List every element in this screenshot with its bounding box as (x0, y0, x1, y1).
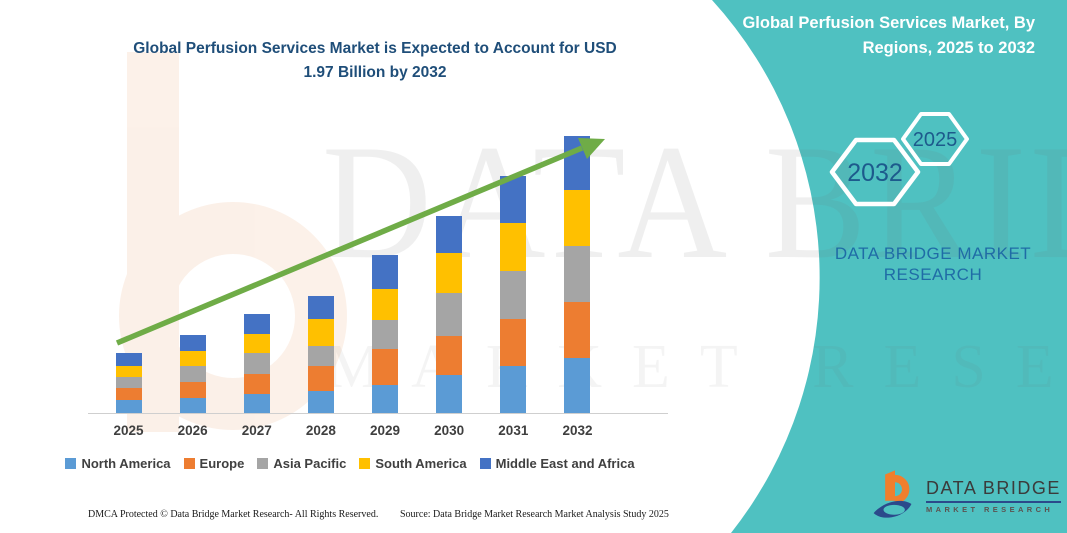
bar-segment-2029-middle-east-and-africa (372, 255, 399, 289)
bar-segment-2032-asia-pacific (564, 246, 591, 302)
bar-segment-2026-north-america (179, 398, 206, 413)
legend-item-south-america: South America (359, 456, 467, 471)
bar-segment-2027-europe (243, 374, 270, 394)
stacked-bar-2025 (115, 353, 142, 413)
bar-segment-2025-south-america (115, 366, 142, 377)
hexagon-2032 (829, 137, 921, 207)
legend-item-asia-pacific: Asia Pacific (257, 456, 346, 471)
dbmr-logo-text: DATA BRIDGE MARKET RESEARCH (926, 466, 1061, 514)
stacked-bar-2026 (179, 335, 206, 413)
dbmr-logo: DATA BRIDGE MARKET RESEARCH (872, 466, 1061, 524)
legend-label: Europe (199, 456, 245, 471)
legend-label: Asia Pacific (273, 456, 347, 471)
bar-segment-2031-asia-pacific (500, 271, 527, 319)
brand-text-line2: RESEARCH (883, 265, 983, 284)
bar-segment-2030-europe (436, 336, 463, 375)
chart-title-line2: 1.97 Billion by 2032 (303, 64, 447, 81)
stacked-bar-2030 (436, 216, 463, 413)
bar-segment-2031-north-america (500, 366, 527, 413)
legend-item-north-america: North America (65, 456, 171, 471)
bar-segment-2025-asia-pacific (115, 377, 142, 388)
bar-segment-2028-europe (307, 366, 334, 391)
bar-segment-2025-north-america (115, 400, 142, 413)
bar-segment-2030-north-america (436, 375, 463, 413)
chart-title: Global Perfusion Services Market is Expe… (92, 37, 658, 85)
legend-swatch-icon (479, 458, 491, 469)
hexagon-2025-label: 2025 (913, 129, 958, 151)
x-axis-label-2032: 2032 (562, 423, 593, 438)
dbmr-logo-name: DATA BRIDGE (926, 478, 1061, 503)
x-axis-label-2030: 2030 (434, 423, 465, 438)
bar-segment-2026-asia-pacific (179, 366, 206, 382)
hexagon-2032-label: 2032 (847, 159, 903, 187)
bar-segment-2031-middle-east-and-africa (500, 176, 527, 223)
bar-segment-2028-south-america (307, 319, 334, 346)
legend-label: North America (81, 456, 171, 471)
footer-source-text: Source: Data Bridge Market Research Mark… (400, 509, 669, 520)
side-panel-brand-text: DATA BRIDGE MARKET RESEARCH (833, 243, 1033, 285)
bar-segment-2030-middle-east-and-africa (436, 216, 463, 253)
bar-segment-2032-north-america (564, 358, 591, 413)
bar-segment-2032-south-america (564, 190, 591, 246)
bar-segment-2026-south-america (179, 351, 206, 366)
bar-segment-2029-south-america (372, 289, 399, 320)
bar-segment-2027-middle-east-and-africa (243, 314, 270, 334)
legend-item-europe: Europe (183, 456, 245, 471)
legend-item-middle-east-and-africa: Middle East and Africa (479, 456, 635, 471)
bar-segment-2032-middle-east-and-africa (564, 136, 591, 190)
chart-title-line1: Global Perfusion Services Market is Expe… (133, 40, 617, 57)
x-axis-label-2029: 2029 (370, 423, 401, 438)
chart-legend: North America Europe Asia Pacific South Ame… (50, 456, 650, 471)
stacked-bar-2029 (372, 255, 399, 413)
x-axis-label-2028: 2028 (305, 423, 336, 438)
bar-segment-2027-north-america (243, 394, 270, 413)
bar-segment-2028-north-america (307, 391, 334, 413)
bar-segment-2030-asia-pacific (436, 293, 463, 336)
bar-segment-2032-europe (564, 302, 591, 358)
x-axis-label-2025: 2025 (113, 423, 144, 438)
legend-label: South America (375, 456, 467, 471)
bar-segment-2030-south-america (436, 253, 463, 293)
bar-segment-2029-asia-pacific (372, 320, 399, 349)
bar-segment-2031-south-america (500, 223, 527, 271)
bar-segment-2031-europe (500, 319, 527, 366)
bar-segment-2028-asia-pacific (307, 346, 334, 366)
bar-segment-2029-europe (372, 349, 399, 385)
bar-segment-2026-europe (179, 382, 206, 398)
bar-segment-2025-europe (115, 388, 142, 400)
stacked-bar-2032 (564, 136, 591, 413)
bar-segment-2028-middle-east-and-africa (307, 296, 334, 319)
stacked-bar-2028 (307, 296, 334, 413)
hexagon-2025 (901, 112, 969, 166)
stacked-bar-chart (88, 0, 668, 414)
x-axis-label-2031: 2031 (498, 423, 529, 438)
bar-segment-2027-south-america (243, 334, 270, 353)
bar-segment-2027-asia-pacific (243, 353, 270, 374)
dbmr-logo-icon (873, 470, 912, 518)
x-axis-label-2027: 2027 (241, 423, 272, 438)
bar-segment-2029-north-america (372, 385, 399, 413)
brand-text-line1: DATA BRIDGE MARKET (834, 244, 1032, 263)
legend-swatch-icon (183, 458, 195, 469)
stacked-bar-2031 (500, 176, 527, 413)
stacked-bar-2027 (243, 314, 270, 413)
legend-label: Middle East and Africa (495, 456, 635, 471)
bar-segment-2026-middle-east-and-africa (179, 335, 206, 351)
legend-swatch-icon (65, 458, 77, 469)
legend-swatch-icon (257, 458, 269, 469)
dbmr-logo-subtitle: MARKET RESEARCH (926, 505, 1054, 514)
bar-segment-2025-middle-east-and-africa (115, 353, 142, 366)
legend-swatch-icon (359, 458, 371, 469)
x-axis-label-2026: 2026 (177, 423, 208, 438)
footer-dmca-text: DMCA Protected © Data Bridge Market Rese… (88, 509, 379, 520)
side-panel-title: Global Perfusion Services Market, By Reg… (742, 14, 1035, 57)
